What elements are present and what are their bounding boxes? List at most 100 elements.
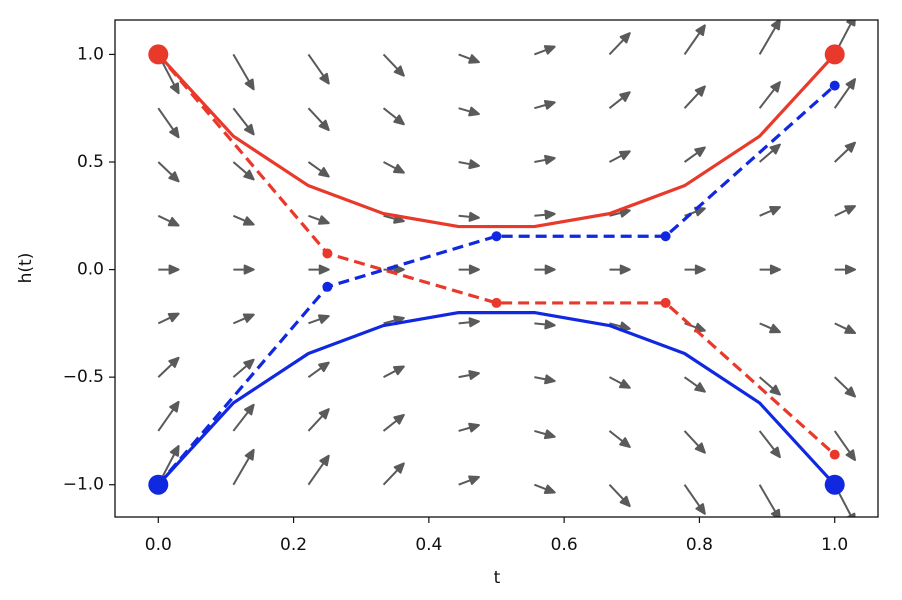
- arrow: [608, 91, 631, 109]
- arrow: [232, 448, 255, 486]
- arrow: [759, 264, 781, 275]
- marker: [491, 297, 502, 308]
- arrow: [534, 264, 556, 275]
- y-tick-label: 0.0: [77, 260, 104, 280]
- arrow: [157, 214, 180, 227]
- arrow: [232, 53, 255, 91]
- x-tick-label: 0.8: [686, 535, 713, 555]
- x-tick-label: 0.2: [280, 535, 307, 555]
- arrow: [683, 85, 706, 109]
- marker: [491, 231, 502, 242]
- arrow: [308, 264, 330, 275]
- arrow: [758, 143, 781, 163]
- y-tick-label: −1.0: [63, 475, 104, 495]
- arrow: [232, 313, 255, 325]
- arrow: [307, 107, 330, 132]
- arrow: [534, 429, 556, 440]
- arrow: [157, 107, 180, 139]
- arrow: [458, 317, 480, 328]
- arrow: [458, 422, 480, 433]
- x-tick-label: 1.0: [821, 535, 848, 555]
- marker: [322, 281, 333, 292]
- arrow: [157, 312, 180, 325]
- arrow: [382, 413, 405, 432]
- arrow: [382, 462, 405, 486]
- line: [157, 84, 836, 486]
- arrow: [157, 356, 180, 378]
- arrow: [684, 264, 706, 275]
- arrow: [758, 430, 781, 459]
- arrow: [833, 430, 857, 461]
- arrow: [609, 321, 631, 332]
- arrow: [307, 53, 330, 85]
- arrow: [609, 264, 631, 275]
- arrow: [308, 214, 330, 225]
- arrow: [458, 475, 480, 486]
- line: [157, 53, 836, 456]
- arrow: [759, 322, 781, 334]
- arrow: [382, 53, 405, 77]
- vector-field: [157, 20, 857, 517]
- arrow: [833, 78, 857, 109]
- arrow: [308, 314, 330, 325]
- arrow: [608, 376, 631, 389]
- arrow: [233, 264, 255, 275]
- arrow: [534, 100, 556, 110]
- x-tick-label: 0.0: [145, 535, 172, 555]
- arrow: [158, 264, 180, 275]
- arrow: [608, 32, 631, 56]
- arrow: [458, 106, 480, 117]
- arrow: [157, 400, 180, 432]
- plot-frame: [114, 19, 879, 518]
- x-axis-label: t: [494, 568, 501, 588]
- line: [157, 311, 836, 486]
- arrow: [307, 454, 330, 486]
- arrow: [834, 141, 857, 163]
- arrow: [534, 45, 556, 56]
- arrow: [458, 53, 480, 64]
- y-axis-label: h(t): [16, 253, 36, 284]
- arrow: [683, 484, 706, 515]
- arrow: [683, 430, 706, 454]
- arrow: [683, 146, 706, 163]
- y-tick-label: 0.5: [77, 152, 104, 172]
- marker: [660, 297, 671, 308]
- arrow: [758, 484, 781, 517]
- arrow: [307, 161, 330, 178]
- arrow: [232, 403, 255, 432]
- marker: [829, 449, 840, 460]
- arrow: [383, 365, 405, 379]
- line: [157, 53, 836, 229]
- marker: [148, 474, 169, 495]
- marker: [148, 44, 169, 65]
- y-tick-label: −0.5: [63, 367, 104, 387]
- arrow: [534, 154, 556, 165]
- arrow: [232, 161, 255, 181]
- arrow: [157, 161, 180, 183]
- arrow: [458, 211, 480, 222]
- arrow: [383, 161, 405, 174]
- x-tick-label: 0.4: [415, 535, 442, 555]
- arrow: [758, 20, 781, 55]
- arrow: [834, 322, 857, 335]
- arrow: [683, 376, 706, 393]
- marker: [829, 80, 840, 91]
- arrow: [834, 376, 857, 398]
- arrow: [458, 159, 480, 170]
- arrow: [834, 264, 857, 275]
- marker: [322, 248, 333, 259]
- arrow: [608, 150, 631, 163]
- arrow: [534, 374, 556, 385]
- arrow: [534, 319, 556, 330]
- arrow: [759, 205, 781, 217]
- arrow: [307, 408, 330, 432]
- arrow: [534, 209, 556, 220]
- arrow: [232, 214, 255, 226]
- arrow: [232, 107, 255, 136]
- arrow: [683, 24, 706, 55]
- arrow: [382, 107, 405, 126]
- arrow: [834, 205, 857, 217]
- arrow: [758, 376, 781, 396]
- arrow: [458, 264, 480, 275]
